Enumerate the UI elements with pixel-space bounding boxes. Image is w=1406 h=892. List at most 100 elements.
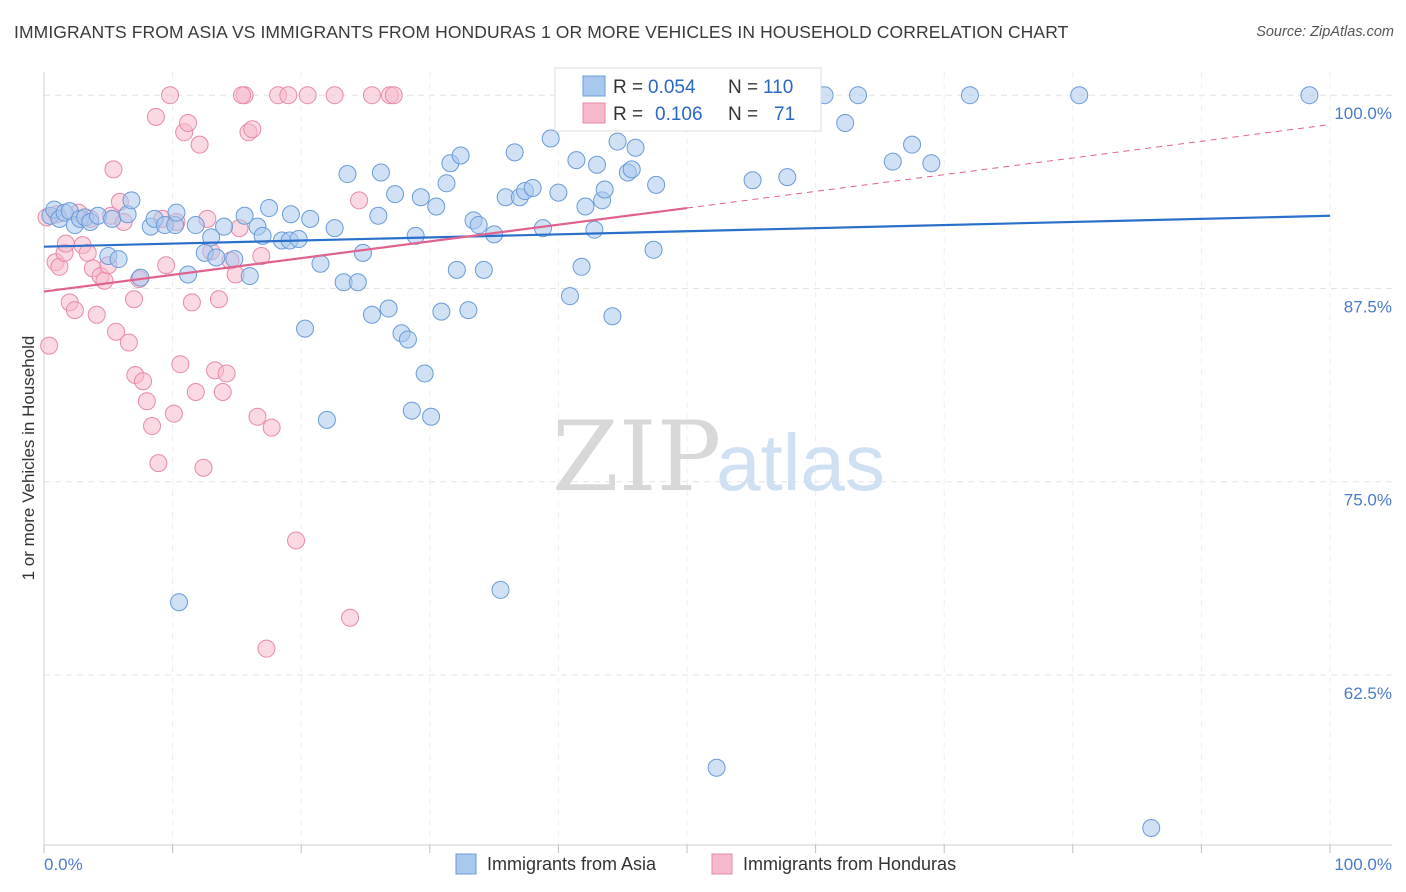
asia-point — [541, 129, 560, 148]
stats-legend: R = 0.054 N = 110 R = 0.106 N = 71 — [554, 67, 822, 132]
asia-point — [1300, 86, 1319, 105]
stats-r-value-asia: 0.054 — [648, 77, 696, 98]
asia-point — [415, 364, 434, 383]
asia-point — [883, 152, 902, 171]
asia-point — [523, 178, 542, 197]
asia-point — [474, 260, 493, 279]
honduras-point — [78, 243, 97, 262]
honduras-point — [182, 293, 201, 312]
asia-point — [595, 180, 614, 199]
asia-point — [585, 220, 604, 239]
asia-point — [576, 197, 595, 216]
asia-point — [379, 299, 398, 318]
asia-point — [437, 174, 456, 193]
honduras-point — [56, 234, 75, 253]
asia-point — [369, 206, 388, 225]
honduras-point — [119, 333, 138, 352]
asia-point — [411, 188, 430, 207]
bottom-legend-honduras-swatch — [711, 853, 733, 875]
honduras-point — [248, 407, 267, 426]
watermark-zip: ZIP — [552, 401, 721, 513]
asia-point — [432, 302, 451, 321]
asia-point — [622, 160, 641, 179]
series-asia-points — [41, 86, 1319, 837]
honduras-point — [179, 114, 198, 133]
honduras-point — [134, 372, 153, 391]
asia-point — [348, 273, 367, 292]
asia-point — [402, 401, 421, 420]
y-tick-label: 100.0% — [1334, 104, 1392, 123]
asia-point — [422, 407, 441, 426]
honduras-point — [252, 246, 271, 265]
asia-point — [572, 257, 591, 276]
honduras-point — [257, 639, 276, 658]
honduras-point — [107, 322, 126, 341]
stats-r-label-honduras: R = — [613, 104, 643, 125]
asia-point — [567, 151, 586, 170]
asia-point — [386, 185, 405, 204]
asia-point — [1070, 86, 1089, 105]
asia-point — [260, 199, 279, 218]
asia-point — [281, 205, 300, 224]
asia-point — [626, 138, 645, 157]
asia-point — [362, 305, 381, 324]
honduras-point — [190, 135, 209, 154]
honduras-point — [161, 86, 180, 105]
y-tick-label: 62.5% — [1344, 684, 1392, 703]
asia-point — [451, 146, 470, 165]
asia-point — [207, 248, 226, 267]
asia-point — [505, 143, 524, 162]
asia-point — [311, 254, 330, 273]
honduras-point — [171, 355, 190, 374]
asia-point — [608, 132, 627, 151]
x-tick-label-min: 0.0% — [44, 855, 83, 874]
honduras-point — [87, 305, 106, 324]
stats-legend-asia-swatch — [582, 75, 606, 97]
x-tick-label-max: 100.0% — [1334, 855, 1392, 874]
asia-point — [849, 86, 868, 105]
honduras-point — [65, 301, 84, 320]
stats-n-label-asia: N = — [728, 77, 758, 98]
honduras-point — [137, 392, 156, 411]
honduras-point — [287, 531, 306, 550]
asia-point — [427, 197, 446, 216]
asia-trend-line — [43, 214, 1331, 248]
honduras-point — [233, 86, 252, 105]
asia-point — [922, 154, 941, 173]
asia-point — [325, 219, 344, 238]
honduras-point — [350, 191, 369, 210]
asia-point — [103, 209, 122, 228]
asia-point — [122, 191, 141, 210]
honduras-point — [146, 107, 165, 126]
honduras-point — [149, 454, 168, 473]
asia-point — [317, 410, 336, 429]
asia-point — [296, 319, 315, 338]
honduras-point — [186, 383, 205, 402]
asia-point — [289, 229, 308, 248]
honduras-point — [341, 608, 360, 627]
honduras-point — [213, 383, 232, 402]
honduras-point — [279, 86, 298, 105]
honduras-point — [298, 86, 317, 105]
y-tick-label: 87.5% — [1344, 297, 1392, 316]
honduras-point — [243, 120, 262, 139]
asia-point — [301, 209, 320, 228]
watermark-atlas: atlas — [716, 418, 885, 507]
honduras-point — [362, 86, 381, 105]
grid-lines — [43, 72, 1392, 845]
asia-point — [253, 226, 272, 245]
asia-point — [560, 287, 579, 306]
asia-point — [240, 267, 259, 286]
asia-point — [215, 217, 234, 236]
y-tick-labels: 62.5% 75.0% 87.5% 100.0% — [1334, 104, 1392, 703]
asia-point — [836, 114, 855, 133]
asia-point — [167, 203, 186, 222]
honduras-point — [40, 336, 59, 355]
trend-lines — [43, 124, 1331, 293]
asia-point — [491, 580, 510, 599]
asia-point — [960, 86, 979, 105]
y-tick-label: 75.0% — [1344, 491, 1392, 510]
bottom-legend: Immigrants from Asia Immigrants from Hon… — [455, 853, 956, 875]
bottom-legend-honduras-label: Immigrants from Honduras — [743, 854, 956, 874]
